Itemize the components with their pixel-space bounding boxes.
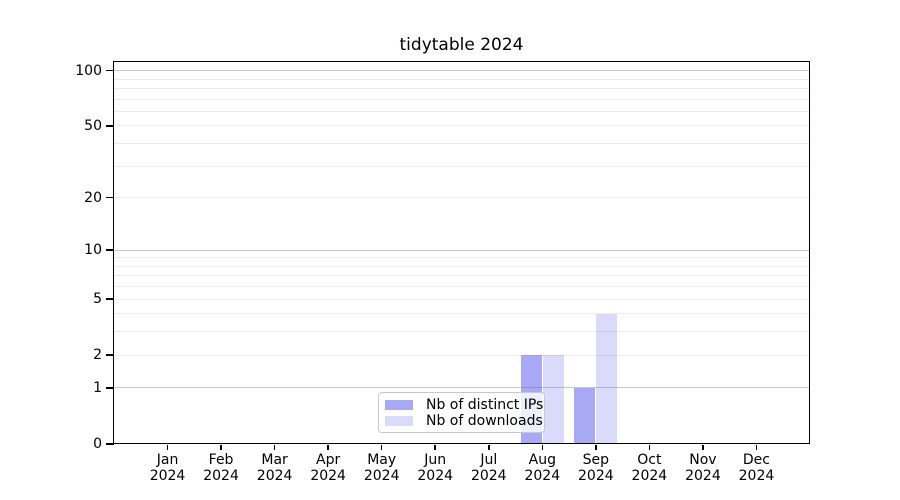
gridline-minor-90 xyxy=(114,78,810,80)
x-tick-label-aug: Aug 2024 xyxy=(497,452,587,484)
legend-swatch-downloads xyxy=(385,416,413,426)
x-tick-mar xyxy=(273,445,276,450)
y-tick-20 xyxy=(106,196,114,199)
gridline-minor-20 xyxy=(114,197,810,199)
x-tick-label-nov: Nov 2024 xyxy=(658,452,748,484)
x-tick-label-jan: Jan 2024 xyxy=(123,452,213,484)
x-label-year-dec: 2024 xyxy=(738,468,775,484)
x-tick-label-jul: Jul 2024 xyxy=(444,452,534,484)
x-label-year-nov: 2024 xyxy=(685,468,721,484)
x-label-month-jan: Jan xyxy=(156,452,179,468)
gridline-minor-6 xyxy=(114,286,810,288)
x-tick-jan xyxy=(166,445,169,450)
gridline-minor-2 xyxy=(114,354,810,356)
x-label-month-may: May xyxy=(367,452,397,468)
x-tick-label-oct: Oct 2024 xyxy=(604,452,694,484)
x-label-month-jul: Jul xyxy=(480,452,498,468)
x-label-year-jan: 2024 xyxy=(149,468,186,484)
bar-distinct-ips-sep xyxy=(574,387,596,444)
gridline-minor-60 xyxy=(114,110,810,112)
x-label-month-sep: Sep xyxy=(582,452,610,468)
gridline-major-1 xyxy=(114,387,810,389)
x-tick-jul xyxy=(488,445,490,450)
x-tick-aug xyxy=(541,445,544,450)
legend-entry-distinct-ips: Nb of distinct IPs xyxy=(379,397,544,413)
gridline-minor-3 xyxy=(114,331,810,333)
x-tick-label-apr: Apr 2024 xyxy=(283,452,373,484)
y-tick-50 xyxy=(106,125,114,127)
x-label-month-oct: Oct xyxy=(637,452,662,468)
bar-downloads-aug xyxy=(542,355,564,444)
y-tick-2 xyxy=(106,354,114,356)
y-tick-label-50: 50 xyxy=(84,117,102,134)
x-tick-label-may: May 2024 xyxy=(337,452,427,484)
legend-swatch-distinct-ips xyxy=(385,400,413,410)
x-tick-may xyxy=(380,445,383,450)
x-label-year-apr: 2024 xyxy=(310,468,346,484)
y-tick-5 xyxy=(106,298,114,300)
x-label-month-feb: Feb xyxy=(208,452,234,468)
x-tick-oct xyxy=(648,445,651,450)
x-label-year-feb: 2024 xyxy=(203,468,239,484)
plot-area xyxy=(114,62,810,444)
gridline-minor-7 xyxy=(114,275,810,277)
x-label-month-aug: Aug xyxy=(528,452,556,468)
x-label-month-apr: Apr xyxy=(316,452,341,468)
gridline-minor-9 xyxy=(114,257,810,259)
bar-downloads-sep xyxy=(596,313,618,444)
gridline-minor-5 xyxy=(114,298,810,300)
legend-label-downloads: Nb of downloads xyxy=(426,413,543,429)
x-tick-feb xyxy=(220,445,222,450)
gridline-major-100 xyxy=(114,70,810,72)
chart-title: tidytable 2024 xyxy=(399,35,524,55)
x-tick-label-dec: Dec 2024 xyxy=(711,452,801,484)
legend: Nb of distinct IPs Nb of downloads xyxy=(378,392,545,433)
x-label-month-jun: Jun xyxy=(424,452,447,468)
y-tick-1 xyxy=(106,387,114,389)
x-tick-label-jun: Jun 2024 xyxy=(390,452,480,484)
gridline-minor-30 xyxy=(114,165,810,167)
y-tick-label-1: 1 xyxy=(93,379,102,396)
legend-entry-downloads: Nb of downloads xyxy=(379,413,544,429)
y-tick-100 xyxy=(106,69,114,72)
gridline-major-10 xyxy=(114,249,810,251)
x-tick-dec xyxy=(755,445,758,450)
y-tick-10 xyxy=(106,249,114,251)
y-tick-label-5: 5 xyxy=(93,291,102,308)
gridline-minor-70 xyxy=(114,98,810,100)
gridline-minor-40 xyxy=(114,143,810,145)
legend-label-distinct-ips: Nb of distinct IPs xyxy=(426,397,544,413)
x-label-year-may: 2024 xyxy=(363,468,400,484)
y-tick-label-100: 100 xyxy=(75,62,102,79)
x-tick-label-sep: Sep 2024 xyxy=(551,452,641,484)
x-tick-apr xyxy=(327,445,329,450)
x-tick-label-mar: Mar 2024 xyxy=(230,452,320,484)
x-label-month-nov: Nov xyxy=(689,452,717,468)
gridline-minor-80 xyxy=(114,87,810,89)
y-tick-label-2: 2 xyxy=(93,347,102,364)
x-label-year-sep: 2024 xyxy=(578,468,614,484)
y-tick-label-20: 20 xyxy=(84,189,102,206)
y-tick-label-0: 0 xyxy=(93,436,102,452)
x-label-month-mar: Mar xyxy=(261,452,288,468)
x-tick-nov xyxy=(702,445,704,450)
gridline-minor-8 xyxy=(114,265,810,267)
x-label-year-jul: 2024 xyxy=(470,468,507,484)
gridline-minor-50 xyxy=(114,125,810,127)
y-tick-0 xyxy=(106,443,114,445)
x-tick-label-feb: Feb 2024 xyxy=(176,452,266,484)
x-label-year-aug: 2024 xyxy=(524,468,561,484)
x-tick-jun xyxy=(434,445,436,450)
x-label-month-dec: Dec xyxy=(742,452,770,468)
x-tick-sep xyxy=(595,445,597,450)
gridline-minor-4 xyxy=(114,313,810,315)
x-label-year-mar: 2024 xyxy=(256,468,293,484)
x-label-year-jun: 2024 xyxy=(417,468,454,484)
y-tick-label-10: 10 xyxy=(84,242,102,258)
x-label-year-oct: 2024 xyxy=(631,468,668,484)
